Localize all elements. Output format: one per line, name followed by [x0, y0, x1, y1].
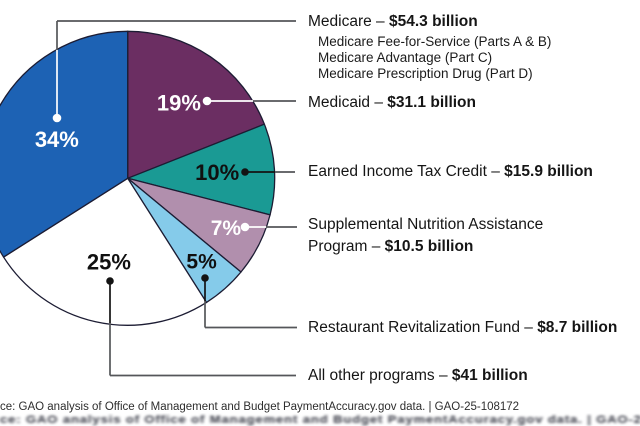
pie-slice-earned-income-tax-credit [127, 123, 276, 216]
callout-all-other-amount: $41 billion [451, 367, 528, 384]
callout-rrf: Restaurant Revitalization Fund – $8.7 bi… [308, 317, 617, 339]
leader-dot [241, 168, 249, 176]
callout-eitc-name: Earned Income Tax Credit – [308, 163, 505, 180]
medicare-sub-item-1: Medicare Fee-for-Service (Parts A & B) [318, 34, 552, 49]
callout-medicaid-name: Medicaid – [308, 94, 388, 111]
pie-percent-label-medicare: 34% [35, 127, 79, 152]
callout-snap: Supplemental Nutrition Assistance Progra… [308, 214, 590, 258]
callout-all-other-name: All other programs – [308, 367, 452, 384]
pie-slice-all-other-programs [2, 177, 208, 326]
callout-rrf-name: Restaurant Revitalization Fund – [308, 319, 538, 336]
pie-percent-label-restaurant-revitalization-fund: 5% [186, 251, 217, 274]
callout-medicare-name: Medicare – [308, 13, 389, 30]
leader-dot [202, 96, 212, 106]
source-line: ce: GAO analysis of Office of Management… [0, 401, 520, 413]
medicare-sub-item-3: Medicare Prescription Drug (Part D) [318, 65, 533, 81]
leader-dot [240, 222, 250, 232]
callout-eitc: Earned Income Tax Credit – $15.9 billion [308, 161, 593, 183]
pie-percent-label-supplemental-nutrition-assistance-program: 7% [211, 217, 242, 240]
leader-dot [106, 277, 114, 285]
callout-snap-amount: $10.5 billion [384, 238, 474, 255]
callout-medicare-amount: $54.3 billion [388, 13, 478, 30]
callout-medicare: Medicare – $54.3 billion Medicare Fee-fo… [308, 11, 551, 81]
callout-all-other: All other programs – $41 billion [308, 365, 528, 387]
pie-slice-medicaid [127, 30, 266, 179]
pie-percent-label-earned-income-tax-credit: 10% [195, 160, 239, 185]
pie-percent-label-all-other-programs: 25% [87, 250, 131, 275]
callout-snap-name: Supplemental Nutrition Assistance Progra… [308, 216, 544, 255]
leader-dot [52, 113, 62, 123]
medicare-sub-list: Medicare Fee-for-Service (Parts A & B) M… [318, 34, 551, 81]
callout-medicaid-amount: $31.1 billion [387, 94, 476, 111]
callout-medicaid: Medicaid – $31.1 billion [308, 92, 476, 114]
bottom-ghost-text: ce: GAO analysis of Office of Management… [0, 413, 640, 426]
pie-percent-label-medicaid: 19% [157, 90, 201, 115]
leader-dot [201, 274, 209, 282]
medicare-sub-item-2: Medicare Advantage (Part C) [318, 49, 493, 65]
callout-eitc-amount: $15.9 billion [504, 163, 593, 180]
bottom-ghost-strip: ce: GAO analysis of Office of Management… [0, 413, 640, 426]
pie-slice-medicare [0, 30, 129, 258]
callout-rrf-amount: $8.7 billion [537, 319, 618, 336]
